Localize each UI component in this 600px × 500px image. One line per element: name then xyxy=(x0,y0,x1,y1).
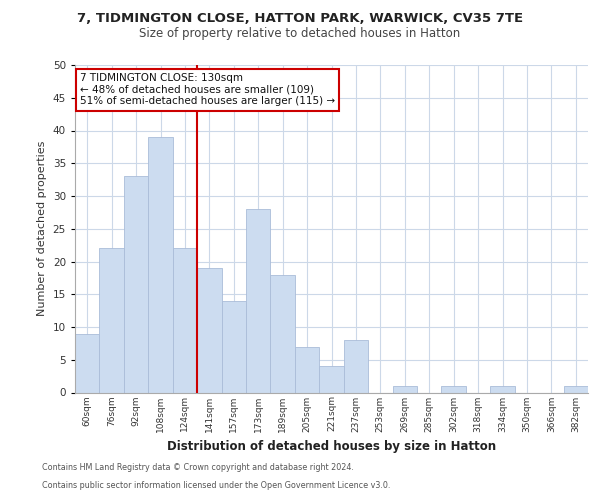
Bar xyxy=(490,386,515,392)
Text: Size of property relative to detached houses in Hatton: Size of property relative to detached ho… xyxy=(139,28,461,40)
Text: 7 TIDMINGTON CLOSE: 130sqm
← 48% of detached houses are smaller (109)
51% of sem: 7 TIDMINGTON CLOSE: 130sqm ← 48% of deta… xyxy=(80,73,335,106)
Text: Contains public sector information licensed under the Open Government Licence v3: Contains public sector information licen… xyxy=(42,481,391,490)
Bar xyxy=(75,334,100,392)
Bar xyxy=(392,386,417,392)
Bar xyxy=(271,274,295,392)
Text: Contains HM Land Registry data © Crown copyright and database right 2024.: Contains HM Land Registry data © Crown c… xyxy=(42,464,354,472)
Bar xyxy=(197,268,221,392)
Bar xyxy=(100,248,124,392)
Bar xyxy=(344,340,368,392)
Bar xyxy=(246,209,271,392)
X-axis label: Distribution of detached houses by size in Hatton: Distribution of detached houses by size … xyxy=(167,440,496,453)
Bar xyxy=(563,386,588,392)
Text: 7, TIDMINGTON CLOSE, HATTON PARK, WARWICK, CV35 7TE: 7, TIDMINGTON CLOSE, HATTON PARK, WARWIC… xyxy=(77,12,523,26)
Bar xyxy=(221,301,246,392)
Bar xyxy=(173,248,197,392)
Bar xyxy=(442,386,466,392)
Bar xyxy=(148,137,173,392)
Bar xyxy=(124,176,148,392)
Bar xyxy=(319,366,344,392)
Y-axis label: Number of detached properties: Number of detached properties xyxy=(37,141,47,316)
Bar xyxy=(295,346,319,393)
